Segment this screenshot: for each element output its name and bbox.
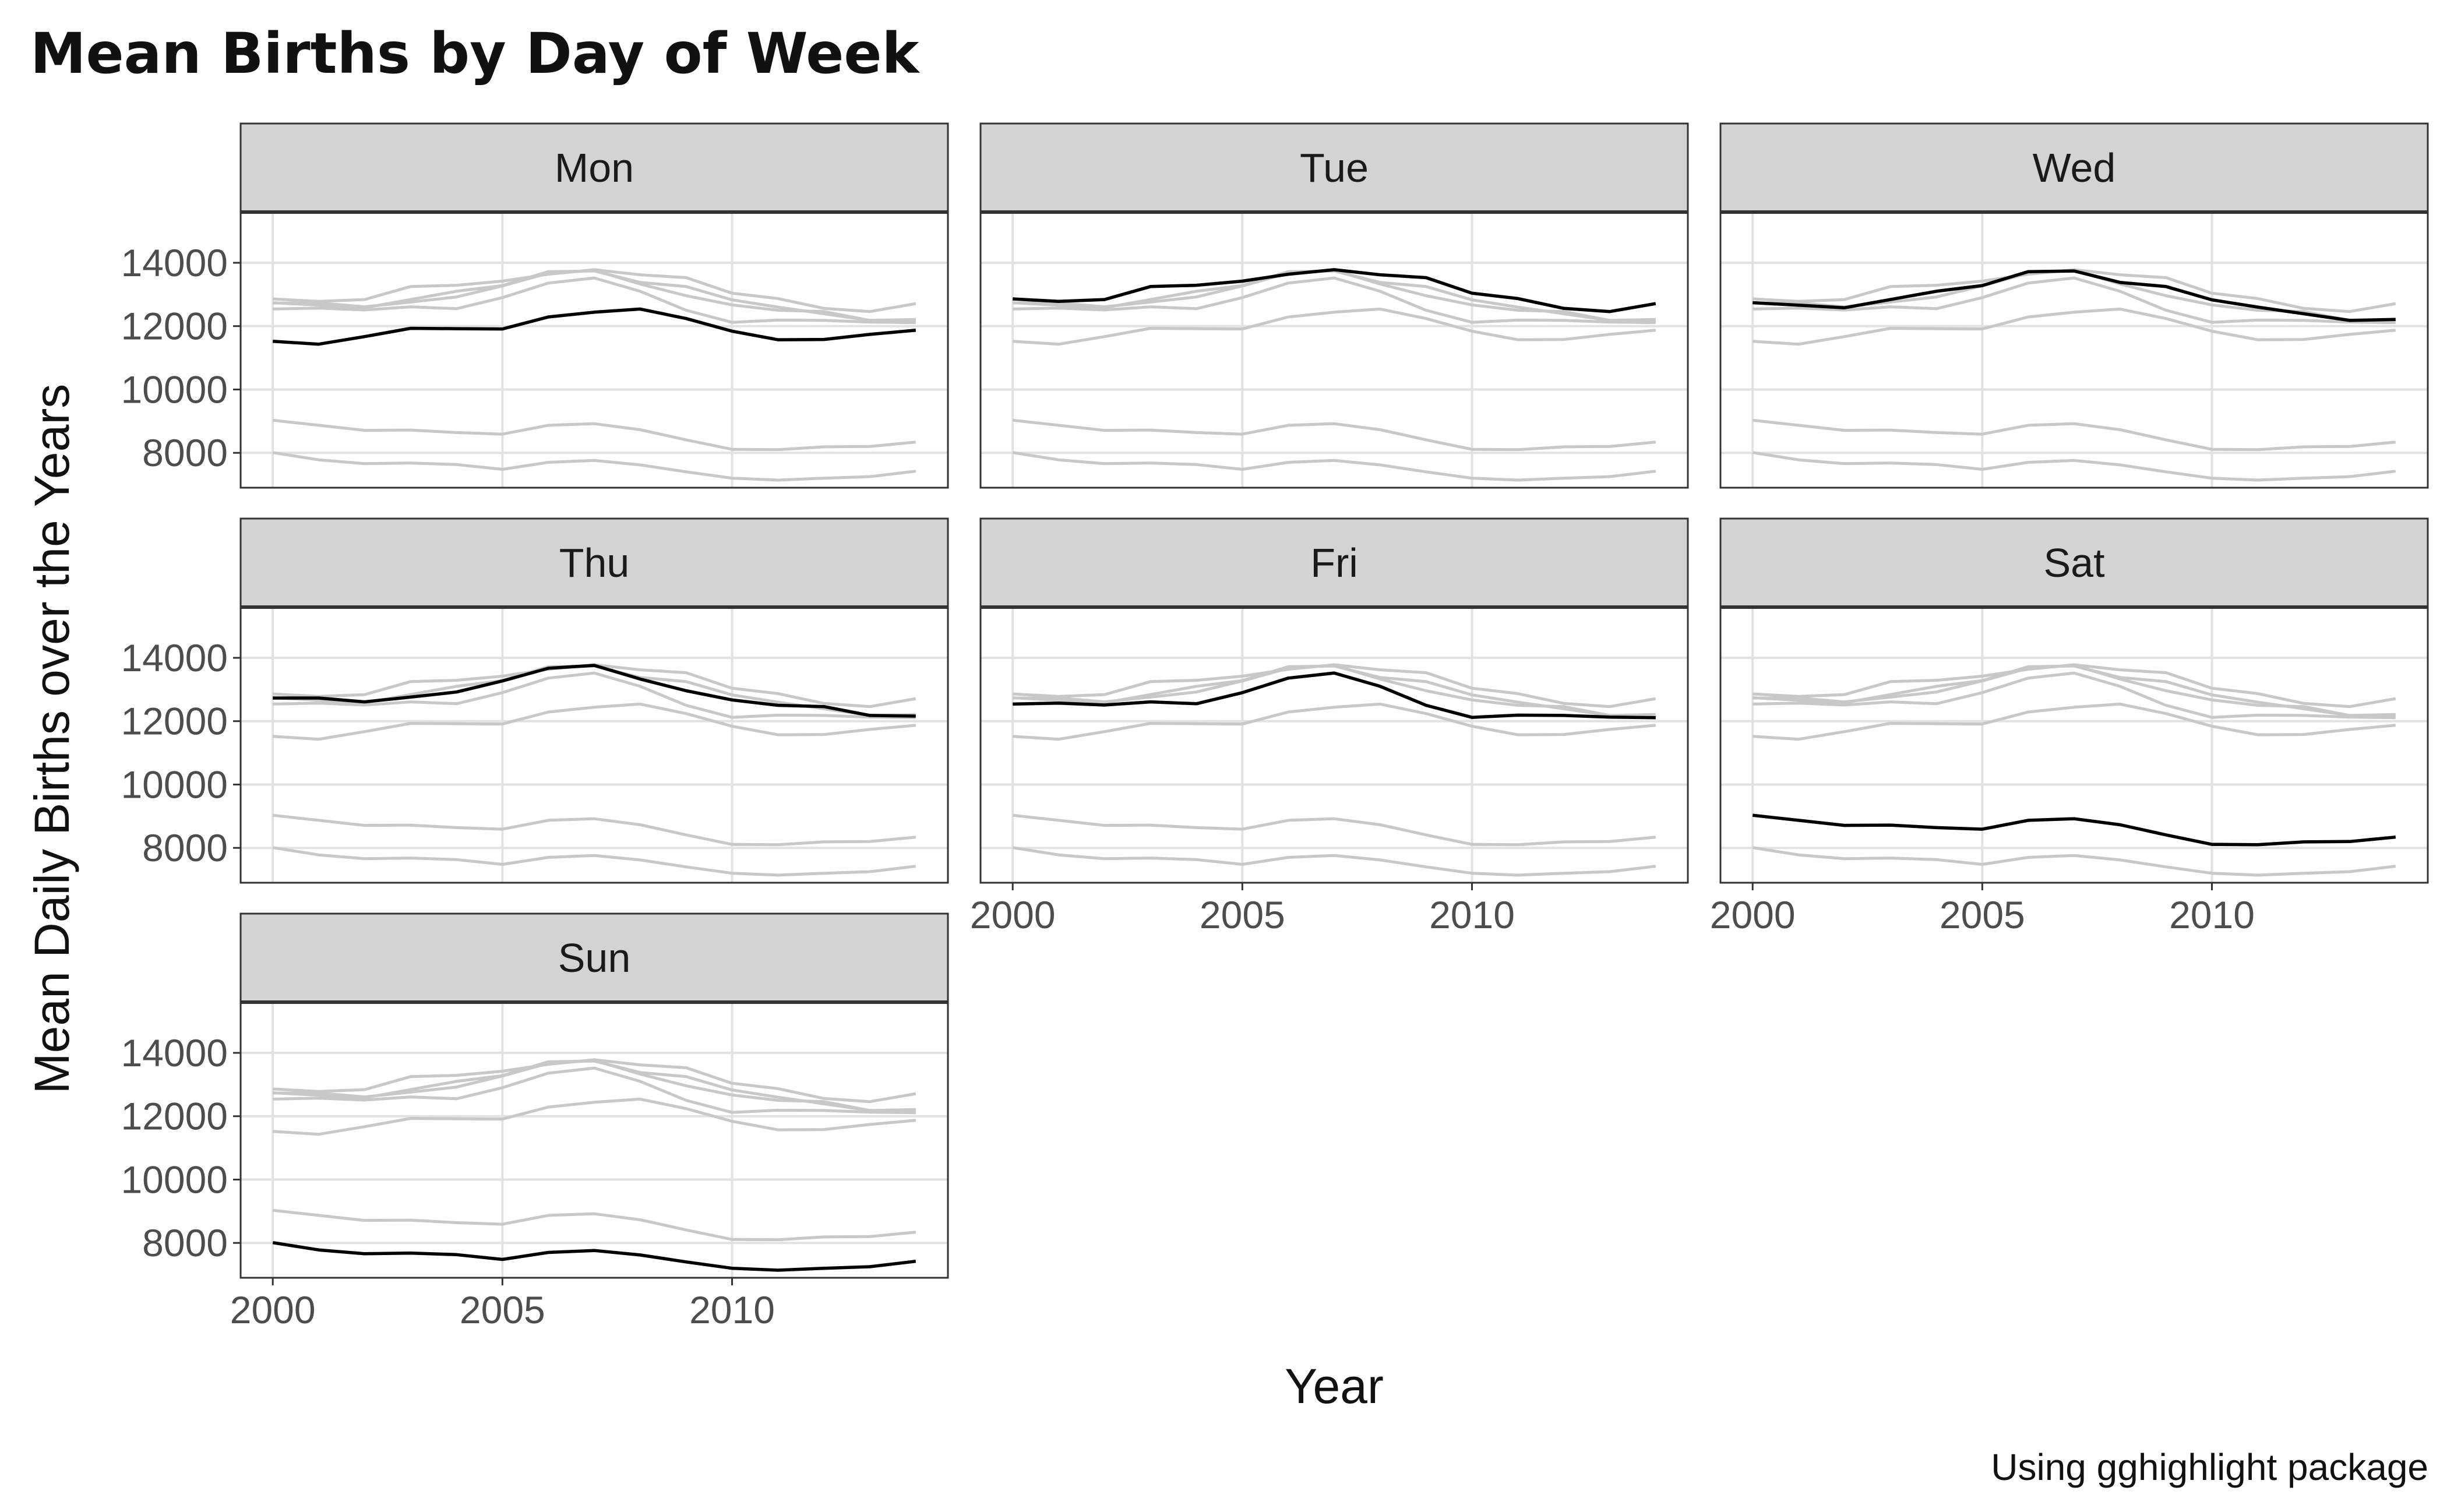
highlight-line-tue: [1013, 268, 1656, 313]
strip-mon: [239, 122, 949, 213]
background-line-mon: [1753, 702, 2396, 741]
background-line-thu: [1013, 664, 1656, 718]
y-tick-label: 8000: [142, 826, 228, 869]
panel-mon: Mon 8000 10000 12000 14000: [121, 122, 949, 489]
y-tick-label: 12000: [121, 1095, 228, 1138]
x-tick-label: 2010: [1429, 893, 1515, 936]
background-line-fri: [1013, 276, 1656, 325]
strip-label-tue: Tue: [1300, 145, 1369, 191]
panel-wed: Wed: [1719, 122, 2429, 489]
background-line-sat: [1752, 418, 2396, 452]
background-line-mon: [273, 1097, 916, 1136]
strip-label-sun: Sun: [558, 935, 631, 981]
y-tick-label: 12000: [121, 305, 228, 348]
x-tick-label: 2000: [970, 893, 1056, 936]
background-line-fri: [273, 671, 916, 720]
y-tick-label: 14000: [121, 1031, 228, 1074]
strip-thu: [239, 517, 949, 608]
x-tick-label: 2000: [230, 1288, 316, 1331]
x-tick-label: 2005: [1940, 893, 2025, 936]
panel-fri: Fri 2000 2005 2010: [970, 517, 1689, 936]
background-line-sat: [272, 418, 916, 452]
panel-thu: Thu 8000 10000 12000 14000: [121, 517, 949, 884]
highlight-line-sat: [1752, 813, 2396, 847]
background-line-thu: [1753, 664, 2396, 718]
y-tick-label: 12000: [121, 700, 228, 743]
y-tick-label: 10000: [121, 1158, 228, 1201]
x-tick-label: 2000: [1710, 893, 1796, 936]
background-line-mon: [1753, 307, 2396, 346]
x-tick-label: 2005: [1200, 893, 1285, 936]
panel-sun: Sun 8000 10000 12000 14000 2000 2005 2010: [121, 912, 949, 1331]
y-tick-label: 8000: [142, 431, 228, 474]
background-line-fri: [273, 276, 916, 325]
background-line-thu: [273, 269, 916, 323]
panel-sat: Sat 2000 2005 2010: [1710, 517, 2429, 936]
highlight-line-sun: [272, 1240, 916, 1272]
strip-tue: [979, 122, 1689, 213]
strip-sun: [239, 912, 949, 1003]
strip-label-fri: Fri: [1310, 540, 1358, 586]
background-line-sun: [272, 451, 916, 482]
background-line-sat: [272, 813, 916, 847]
y-tick-label: 10000: [121, 368, 228, 411]
x-tick-label: 2010: [689, 1288, 775, 1331]
background-line-mon: [273, 702, 916, 741]
background-line-sun: [1752, 451, 2396, 482]
highlight-line-thu: [273, 664, 916, 718]
background-line-fri: [1753, 671, 2396, 720]
background-line-thu: [273, 1059, 916, 1113]
chart-title: Mean Births by Day of Week: [30, 21, 920, 86]
highlight-line-wed: [1753, 269, 2396, 322]
background-line-mon: [1013, 307, 1656, 346]
y-tick-label: 10000: [121, 763, 228, 806]
highlight-line-fri: [1013, 671, 1656, 720]
background-line-sat: [1012, 418, 1656, 452]
x-tick-label: 2010: [2169, 893, 2255, 936]
background-line-sun: [272, 846, 916, 877]
background-line-sat: [272, 1208, 916, 1242]
strip-label-sat: Sat: [2043, 540, 2104, 586]
y-tick-label: 14000: [121, 636, 228, 679]
strip-sat: [1719, 517, 2429, 608]
background-line-sun: [1012, 451, 1656, 482]
strip-label-mon: Mon: [555, 145, 634, 191]
background-line-fri: [273, 1066, 916, 1115]
background-line-fri: [1753, 276, 2396, 325]
y-tick-label: 8000: [142, 1221, 228, 1264]
facet-panels: Mon 8000 10000 12000 14000 Tue Wed Thu 8000 10000…: [121, 122, 2429, 1331]
background-line-sun: [1752, 846, 2396, 877]
strip-label-wed: Wed: [2033, 145, 2116, 191]
chart-caption: Using gghighlight package: [1991, 1446, 2428, 1488]
panel-tue: Tue: [979, 122, 1689, 489]
background-line-sun: [1012, 846, 1656, 877]
strip-fri: [979, 517, 1689, 608]
strip-wed: [1719, 122, 2429, 213]
y-axis-title: Mean Daily Births over the Years: [24, 384, 79, 1094]
y-tick-label: 14000: [121, 241, 228, 284]
strip-label-thu: Thu: [559, 540, 630, 586]
x-axis-title: Year: [1285, 1359, 1384, 1414]
background-line-sat: [1012, 813, 1656, 847]
highlight-line-mon: [273, 307, 916, 346]
x-tick-label: 2005: [460, 1288, 545, 1331]
background-line-mon: [1013, 702, 1656, 741]
